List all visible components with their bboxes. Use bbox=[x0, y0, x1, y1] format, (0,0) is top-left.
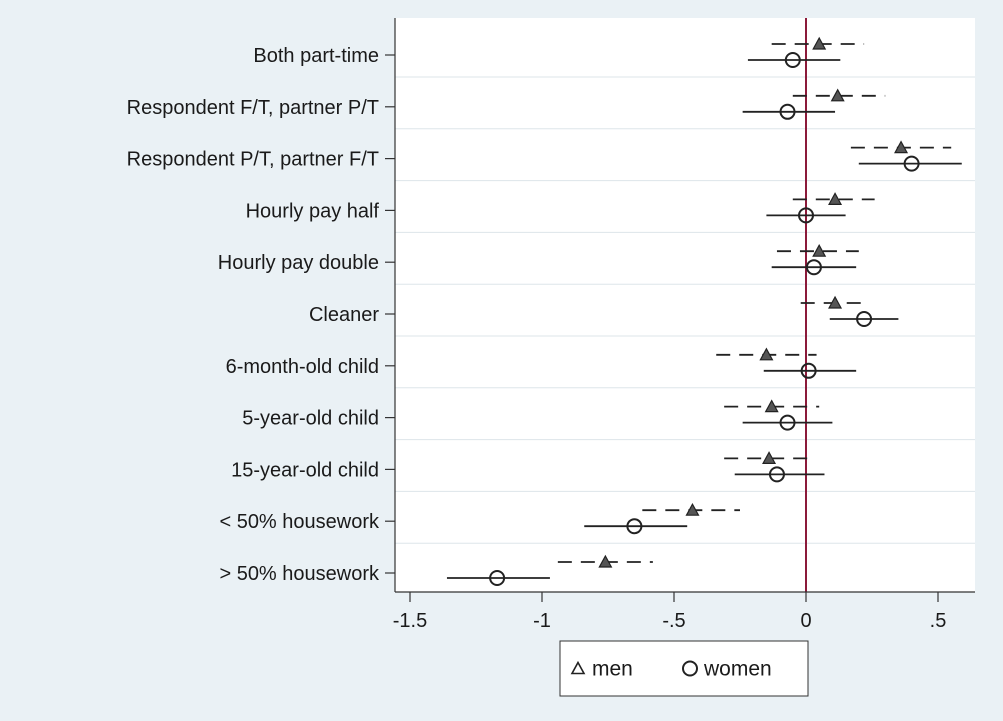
category-label: > 50% housework bbox=[219, 563, 380, 585]
category-label: 15-year-old child bbox=[231, 459, 379, 481]
x-tick-label: 0 bbox=[800, 610, 811, 632]
legend-label-women: women bbox=[703, 658, 772, 681]
point-men bbox=[762, 451, 777, 464]
legend-marker-women bbox=[682, 660, 698, 677]
point-women bbox=[626, 518, 643, 535]
point-men bbox=[685, 502, 700, 516]
point-men bbox=[764, 399, 779, 413]
category-label: 6-month-old child bbox=[226, 356, 379, 378]
point-women bbox=[805, 259, 822, 276]
series-layer bbox=[446, 36, 962, 586]
axes: Both part-time Respondent F/T, partner P/… bbox=[127, 18, 975, 632]
category-label: 5-year-old child bbox=[242, 408, 379, 430]
point-men bbox=[812, 36, 827, 50]
series-women bbox=[446, 52, 962, 586]
point-women bbox=[489, 570, 506, 586]
x-tick-label: -1 bbox=[533, 610, 551, 632]
point-women bbox=[779, 414, 796, 431]
point-women bbox=[903, 155, 920, 172]
x-tick-label: .5 bbox=[930, 610, 947, 632]
legend-label-men: men bbox=[592, 658, 633, 681]
x-tick-label: -1.5 bbox=[393, 610, 427, 632]
series-men bbox=[557, 36, 952, 568]
point-women bbox=[779, 103, 796, 120]
point-men bbox=[828, 192, 843, 205]
point-women bbox=[856, 311, 873, 327]
point-men bbox=[812, 243, 827, 257]
category-label: Respondent P/T, partner F/T bbox=[127, 149, 379, 171]
point-women bbox=[784, 52, 801, 68]
category-label: Hourly pay double bbox=[218, 252, 379, 274]
point-men bbox=[894, 140, 909, 154]
legend-marker-men bbox=[570, 660, 586, 675]
grid-lines bbox=[395, 76, 975, 544]
point-men bbox=[828, 295, 843, 309]
point-women bbox=[800, 362, 817, 379]
category-label: Both part-time bbox=[253, 45, 379, 67]
plot-area bbox=[395, 18, 975, 592]
legend: men women bbox=[559, 640, 809, 697]
point-men bbox=[830, 88, 845, 102]
point-women bbox=[768, 466, 785, 483]
point-men bbox=[598, 554, 613, 568]
point-women bbox=[798, 207, 814, 224]
category-label: Hourly pay half bbox=[246, 200, 380, 222]
point-men bbox=[759, 347, 774, 361]
category-label: < 50% housework bbox=[219, 511, 380, 533]
x-tick-label: -.5 bbox=[662, 610, 685, 632]
category-label: Respondent F/T, partner P/T bbox=[127, 97, 379, 119]
category-label: Cleaner bbox=[309, 304, 379, 326]
